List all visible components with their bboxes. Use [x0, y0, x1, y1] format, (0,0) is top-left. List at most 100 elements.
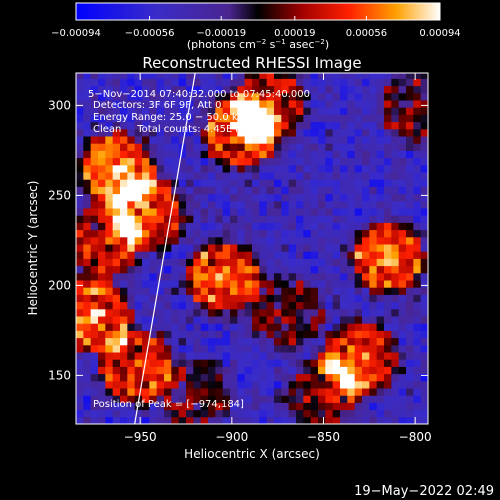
heatmap-cell	[318, 100, 326, 108]
heatmap-cell	[362, 73, 370, 79]
heatmap-cell	[376, 373, 385, 382]
heatmap-cell	[105, 388, 114, 396]
heatmap-cell	[413, 287, 422, 295]
heatmap-cell	[318, 244, 326, 252]
heatmap-cell	[310, 107, 319, 115]
heatmap-cell	[347, 92, 356, 101]
heatmap-cell	[237, 85, 246, 94]
heatmap-cell	[362, 373, 370, 382]
heatmap-cell	[134, 179, 143, 187]
heatmap-cell	[347, 272, 356, 281]
heatmap-cell	[391, 258, 400, 267]
heatmap-cell	[83, 236, 92, 245]
heatmap-cell	[406, 409, 414, 418]
heatmap-cell	[222, 200, 231, 209]
heatmap-cell	[259, 301, 268, 310]
heatmap-cell	[237, 352, 246, 360]
heatmap-cell	[164, 200, 172, 209]
heatmap-cell	[105, 114, 114, 123]
heatmap-cell	[112, 136, 121, 144]
heatmap-cell	[90, 78, 99, 87]
heatmap-cell	[369, 85, 378, 94]
heatmap-cell	[222, 78, 231, 87]
heatmap-cell	[274, 85, 282, 94]
heatmap-cell	[420, 373, 428, 382]
chart-title: Reconstructed RHESSI Image	[142, 54, 361, 72]
heatmap-cell	[142, 128, 150, 137]
heatmap-cell	[237, 186, 246, 195]
heatmap-cell	[178, 366, 187, 375]
heatmap-cell	[222, 85, 231, 94]
heatmap-cell	[98, 395, 106, 403]
heatmap-cell	[274, 294, 282, 303]
heatmap-cell	[252, 150, 260, 159]
heatmap-cell	[178, 186, 187, 195]
heatmap-cell	[296, 308, 304, 317]
heatmap-cell	[230, 409, 238, 418]
heatmap-cell	[325, 193, 334, 202]
heatmap-cell	[406, 114, 414, 123]
heatmap-cell	[288, 388, 297, 396]
heatmap-cell	[112, 366, 121, 375]
heatmap-cell	[200, 344, 209, 353]
heatmap-cell	[391, 73, 400, 79]
heatmap-cell	[362, 388, 370, 396]
heatmap-cell	[406, 107, 414, 115]
heatmap-cell	[318, 85, 326, 94]
heatmap-cell	[186, 352, 194, 360]
heatmap-cell	[237, 172, 246, 180]
heatmap-cell	[164, 215, 172, 223]
heatmap-cell	[142, 215, 150, 223]
heatmap-cell	[398, 344, 407, 353]
heatmap-cell	[90, 229, 99, 238]
heatmap-cell	[252, 409, 260, 418]
heatmap-cell	[105, 229, 114, 238]
heatmap-cell	[200, 136, 209, 144]
heatmap-cell	[208, 352, 216, 360]
heatmap-cell	[384, 258, 392, 267]
heatmap-cell	[347, 366, 356, 375]
heatmap-cell	[164, 251, 172, 259]
heatmap-cell	[252, 208, 260, 216]
heatmap-cell	[288, 78, 297, 87]
heatmap-cell	[112, 164, 121, 173]
heatmap-cell	[274, 265, 282, 274]
heatmap-cell	[376, 316, 385, 324]
heatmap-cell	[105, 287, 114, 295]
heatmap-cell	[340, 186, 348, 195]
heatmap-cell	[369, 114, 378, 123]
heatmap-cell	[230, 359, 238, 367]
heatmap-cell	[186, 251, 194, 259]
heatmap-cell	[164, 222, 172, 231]
heatmap-cell	[164, 308, 172, 317]
heatmap-cell	[384, 143, 392, 151]
heatmap-cell	[134, 388, 143, 396]
heatmap-cell	[406, 244, 414, 252]
heatmap-cell	[120, 143, 128, 151]
heatmap-cell	[237, 258, 246, 267]
heatmap-cell	[142, 100, 150, 108]
heatmap-cell	[156, 294, 165, 303]
heatmap-cell	[325, 330, 334, 339]
heatmap-cell	[340, 215, 348, 223]
heatmap-cell	[142, 409, 150, 418]
heatmap-cell	[105, 179, 114, 187]
heatmap-cell	[156, 208, 165, 216]
heatmap-cell	[420, 107, 428, 115]
heatmap-cell	[156, 344, 165, 353]
heatmap-cell	[318, 222, 326, 231]
heatmap-cell	[90, 344, 99, 353]
heatmap-cell	[120, 179, 128, 187]
heatmap-cell	[413, 100, 422, 108]
heatmap-cell	[112, 359, 121, 367]
heatmap-cell	[178, 222, 187, 231]
heatmap-cell	[83, 164, 92, 173]
heatmap-cell	[362, 200, 370, 209]
heatmap-cell	[391, 352, 400, 360]
heatmap-cell	[391, 164, 400, 173]
heatmap-cell	[112, 236, 121, 245]
heatmap-cell	[274, 179, 282, 187]
heatmap-cell	[318, 172, 326, 180]
heatmap-cell	[347, 380, 356, 389]
heatmap-cell	[90, 92, 99, 101]
